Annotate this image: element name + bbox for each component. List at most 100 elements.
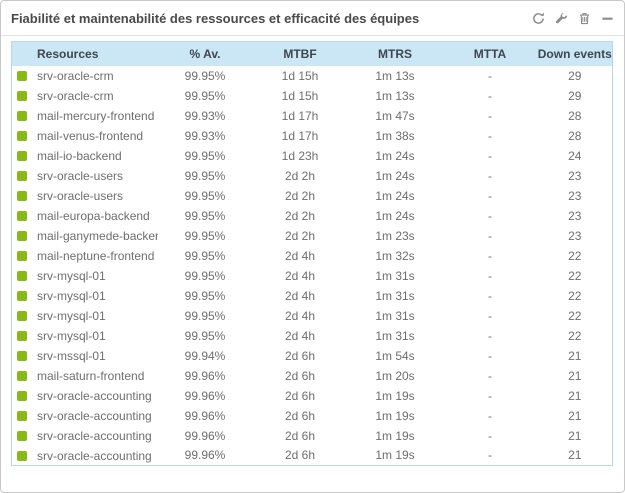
table-row[interactable]: mail-io-backend 99.95% 1d 23h 1m 24s - 2… bbox=[12, 146, 613, 166]
mtta-value: - bbox=[488, 168, 492, 183]
resource-name: srv-oracle-accounting bbox=[37, 448, 152, 463]
resource-name: srv-mysql-01 bbox=[37, 328, 106, 343]
table-row[interactable]: mail-neptune-frontend 99.95% 2d 4h 1m 32… bbox=[12, 246, 613, 266]
column-header-mtbf[interactable]: MTBF bbox=[252, 41, 348, 66]
resource-name: mail-europa-backend bbox=[37, 208, 150, 223]
column-header-availability[interactable]: % Av. bbox=[157, 41, 253, 66]
mtrs-value: 1m 31s bbox=[375, 328, 415, 343]
table-row[interactable]: srv-oracle-users 99.95% 2d 2h 1m 24s - 2… bbox=[12, 166, 613, 186]
mtbf-value: 1d 15h bbox=[281, 68, 319, 83]
status-ok-icon bbox=[17, 230, 27, 241]
status-ok-icon bbox=[17, 130, 27, 141]
collapse-icon[interactable] bbox=[600, 11, 614, 25]
mtta-value: - bbox=[488, 148, 492, 163]
down-events-value: 21 bbox=[568, 428, 582, 443]
widget-header: Fiabilité et maintenabilité des ressourc… bbox=[1, 1, 624, 36]
status-ok-icon bbox=[17, 250, 27, 261]
mtrs-value: 1m 24s bbox=[375, 168, 415, 183]
resource-name: srv-oracle-crm bbox=[37, 88, 114, 103]
wrench-icon[interactable] bbox=[554, 11, 568, 25]
table-row[interactable]: srv-oracle-accounting 99.96% 2d 6h 1m 19… bbox=[12, 446, 613, 466]
down-events-value: 22 bbox=[568, 268, 582, 283]
mtbf-value: 2d 6h bbox=[284, 408, 316, 423]
availability-value: 99.96% bbox=[184, 428, 226, 443]
availability-value: 99.95% bbox=[184, 308, 226, 323]
table-row[interactable]: srv-mysql-01 99.95% 2d 4h 1m 31s - 22 bbox=[12, 326, 613, 346]
column-header-mtrs[interactable]: MTRS bbox=[347, 41, 443, 66]
mtrs-value: 1m 54s bbox=[375, 348, 415, 363]
status-ok-icon bbox=[17, 430, 27, 441]
down-events-value: 28 bbox=[568, 128, 582, 143]
table-row[interactable]: mail-saturn-frontend 99.96% 2d 6h 1m 20s… bbox=[12, 366, 613, 386]
column-header-down-events[interactable]: Down events bbox=[537, 41, 613, 66]
refresh-icon[interactable] bbox=[531, 11, 545, 25]
availability-value: 99.95% bbox=[184, 268, 226, 283]
mtrs-value: 1m 19s bbox=[375, 388, 415, 403]
table-row[interactable]: mail-ganymede-backend 99.95% 2d 2h 1m 23… bbox=[12, 226, 613, 246]
table-row[interactable]: srv-mssql-01 99.94% 2d 6h 1m 54s - 21 bbox=[12, 346, 613, 366]
availability-value: 99.95% bbox=[184, 328, 226, 343]
resource-name: mail-mercury-frontend bbox=[37, 108, 155, 123]
column-header-mtta[interactable]: MTTA bbox=[442, 41, 538, 66]
table-row[interactable]: srv-mysql-01 99.95% 2d 4h 1m 31s - 22 bbox=[12, 266, 613, 286]
widget-toolbar bbox=[531, 11, 614, 25]
mtrs-value: 1m 47s bbox=[375, 108, 415, 123]
table-row[interactable]: mail-europa-backend 99.95% 2d 2h 1m 24s … bbox=[12, 206, 613, 226]
mtta-value: - bbox=[488, 328, 492, 343]
mtbf-value: 2d 4h bbox=[284, 248, 316, 263]
mtbf-value: 2d 4h bbox=[284, 268, 316, 283]
resource-name: srv-oracle-users bbox=[37, 188, 124, 203]
mtta-value: - bbox=[488, 348, 492, 363]
status-ok-icon bbox=[17, 370, 27, 381]
resource-name: mail-venus-frontend bbox=[37, 128, 144, 143]
mtbf-value: 1d 17h bbox=[281, 108, 319, 123]
mtbf-value: 2d 6h bbox=[284, 348, 316, 363]
down-events-value: 24 bbox=[568, 148, 582, 163]
mtrs-value: 1m 20s bbox=[375, 368, 415, 383]
table-row[interactable]: srv-mysql-01 99.95% 2d 4h 1m 31s - 22 bbox=[12, 306, 613, 326]
status-ok-icon bbox=[17, 450, 27, 461]
widget-title: Fiabilité et maintenabilité des ressourc… bbox=[11, 10, 420, 26]
mtta-value: - bbox=[488, 308, 492, 323]
mtbf-value: 2d 6h bbox=[284, 428, 316, 443]
mtta-value: - bbox=[488, 128, 492, 143]
down-events-value: 21 bbox=[568, 368, 582, 383]
availability-value: 99.96% bbox=[184, 368, 226, 383]
down-events-value: 22 bbox=[568, 328, 582, 343]
table-row[interactable]: srv-oracle-crm 99.95% 1d 15h 1m 13s - 29 bbox=[12, 66, 613, 86]
table-row[interactable]: srv-oracle-users 99.95% 2d 2h 1m 24s - 2… bbox=[12, 186, 613, 206]
table-row[interactable]: srv-mysql-01 99.95% 2d 4h 1m 31s - 22 bbox=[12, 286, 613, 306]
mtbf-value: 2d 4h bbox=[284, 288, 316, 303]
table-header-row: Resources % Av. MTBF MTRS MTTA Down even… bbox=[11, 41, 613, 66]
table-body: srv-oracle-crm 99.95% 1d 15h 1m 13s - 29… bbox=[12, 66, 613, 466]
down-events-value: 21 bbox=[568, 408, 582, 423]
status-ok-icon bbox=[17, 410, 27, 421]
resource-name: srv-oracle-accounting bbox=[37, 408, 152, 423]
down-events-value: 22 bbox=[568, 248, 582, 263]
availability-value: 99.95% bbox=[184, 208, 226, 223]
mtrs-value: 1m 31s bbox=[375, 288, 415, 303]
availability-value: 99.95% bbox=[184, 248, 226, 263]
down-events-value: 22 bbox=[568, 288, 582, 303]
mtbf-value: 2d 6h bbox=[284, 388, 316, 403]
table-row[interactable]: mail-mercury-frontend 99.93% 1d 17h 1m 4… bbox=[12, 106, 613, 126]
down-events-value: 21 bbox=[568, 448, 582, 463]
mtta-value: - bbox=[488, 268, 492, 283]
trash-icon[interactable] bbox=[577, 11, 591, 25]
table-row[interactable]: srv-oracle-accounting 99.96% 2d 6h 1m 19… bbox=[12, 406, 613, 426]
table-row[interactable]: mail-venus-frontend 99.93% 1d 17h 1m 38s… bbox=[12, 126, 613, 146]
mtbf-value: 1d 15h bbox=[281, 88, 319, 103]
mtbf-value: 2d 2h bbox=[284, 188, 316, 203]
availability-value: 99.95% bbox=[184, 288, 226, 303]
table-row[interactable]: srv-oracle-crm 99.95% 1d 15h 1m 13s - 29 bbox=[12, 86, 613, 106]
table-row[interactable]: srv-oracle-accounting 99.96% 2d 6h 1m 19… bbox=[12, 386, 613, 406]
down-events-value: 21 bbox=[568, 348, 582, 363]
table-row[interactable]: srv-oracle-accounting 99.96% 2d 6h 1m 19… bbox=[12, 426, 613, 446]
resource-name: srv-oracle-accounting bbox=[37, 388, 152, 403]
column-header-resources[interactable]: Resources bbox=[11, 41, 158, 66]
availability-value: 99.95% bbox=[184, 68, 226, 83]
mtbf-value: 2d 6h bbox=[284, 448, 316, 463]
availability-value: 99.95% bbox=[184, 228, 226, 243]
mtrs-value: 1m 38s bbox=[375, 128, 415, 143]
widget-body: Resources % Av. MTBF MTRS MTTA Down even… bbox=[1, 36, 624, 466]
